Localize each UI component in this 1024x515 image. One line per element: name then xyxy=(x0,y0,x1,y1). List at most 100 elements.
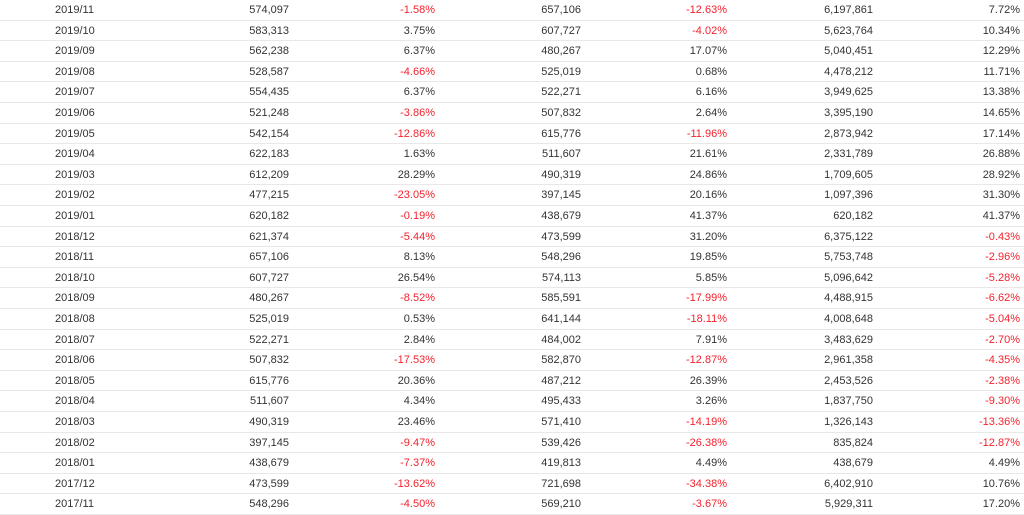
value-cell: 4.49% xyxy=(695,457,727,470)
value-cell: 2,873,942 xyxy=(824,127,873,140)
value-cell: -0.19% xyxy=(400,210,435,222)
value-cell: 3,483,629 xyxy=(824,333,873,346)
value-cell: -23.05% xyxy=(394,189,435,202)
value-cell: 23.46% xyxy=(397,416,435,428)
date-cell: 2018/11 xyxy=(55,251,94,264)
value-cell: 2,961,358 xyxy=(824,354,873,367)
value-cell: -2.96% xyxy=(985,251,1020,264)
table-row: 2018/06 507,832 -17.53% 582,870 -12.87% 2,961… xyxy=(0,350,1024,371)
value-cell: 2,331,789 xyxy=(824,148,873,161)
value-cell: 4.49% xyxy=(988,457,1020,470)
value-cell: 6,402,910 xyxy=(824,477,873,490)
value-cell: 10.76% xyxy=(982,477,1020,490)
value-cell: -26.38% xyxy=(686,436,727,449)
table-row: 2019/07 554,435 6.37% 522,271 6.16% 3,949,625… xyxy=(0,82,1024,103)
value-cell: 548,296 xyxy=(249,498,289,511)
value-cell: 4,008,648 xyxy=(824,313,873,325)
value-cell: -17.53% xyxy=(394,354,435,367)
date-cell: 2018/10 xyxy=(55,271,95,284)
value-cell: 17.14% xyxy=(982,127,1020,140)
value-cell: 607,727 xyxy=(541,24,581,37)
value-cell: 5.85% xyxy=(695,271,727,284)
table-row: 2019/05 542,154 -12.86% 615,776 -11.96% 2,873… xyxy=(0,124,1024,145)
value-cell: 6.37% xyxy=(403,45,435,58)
value-cell: 615,776 xyxy=(541,127,581,140)
value-cell: 397,145 xyxy=(249,436,289,449)
value-cell: 5,040,451 xyxy=(824,45,873,58)
value-cell: 3.26% xyxy=(695,395,727,408)
value-cell: 620,182 xyxy=(249,210,289,222)
value-cell: 397,145 xyxy=(541,189,581,202)
value-cell: 1,326,143 xyxy=(824,416,873,428)
table-row: 2019/06 521,248 -3.86% 507,832 2.64% 3,395,19… xyxy=(0,103,1024,124)
date-cell: 2019/03 xyxy=(55,168,95,181)
date-cell: 2018/03 xyxy=(55,416,95,428)
table-row: 2019/09 562,238 6.37% 480,267 17.07% 5,040,45… xyxy=(0,41,1024,62)
date-cell: 2018/02 xyxy=(55,436,95,449)
value-cell: 721,698 xyxy=(541,477,581,490)
value-cell: -3.67% xyxy=(692,498,727,511)
table-row: 2019/01 620,182 -0.19% 438,679 41.37% 620,182… xyxy=(0,206,1024,227)
value-cell: -13.36% xyxy=(979,416,1020,428)
value-cell: 525,019 xyxy=(249,313,289,325)
table-row: 2019/10 583,313 3.75% 607,727 -4.02% 5,623,76… xyxy=(0,21,1024,42)
value-cell: 539,426 xyxy=(541,436,581,449)
value-cell: 2.84% xyxy=(403,333,435,346)
value-cell: 5,929,311 xyxy=(824,498,873,511)
value-cell: 473,599 xyxy=(541,230,581,243)
value-cell: 26.54% xyxy=(397,271,435,284)
value-cell: 438,679 xyxy=(249,457,289,470)
date-cell: 2017/11 xyxy=(55,498,94,511)
table-row: 2019/03 612,209 28.29% 490,319 24.86% 1,709,6… xyxy=(0,165,1024,186)
table-row: 2018/08 525,019 0.53% 641,144 -18.11% 4,008,6… xyxy=(0,309,1024,330)
value-cell: 41.37% xyxy=(689,210,727,222)
date-cell: 2018/08 xyxy=(55,313,95,325)
value-cell: 6.16% xyxy=(695,86,727,99)
value-cell: 5,753,748 xyxy=(824,251,873,264)
value-cell: -34.38% xyxy=(686,477,727,490)
value-cell: -0.43% xyxy=(985,230,1020,243)
table-row: 2017/11 548,296 -4.50% 569,210 -3.67% 5,929,3… xyxy=(0,494,1024,515)
value-cell: -5.28% xyxy=(985,271,1020,284)
value-cell: 14.65% xyxy=(982,107,1020,119)
value-cell: 562,238 xyxy=(249,45,289,58)
date-cell: 2018/05 xyxy=(55,374,95,387)
date-cell: 2019/07 xyxy=(55,86,95,99)
value-cell: 6,197,861 xyxy=(824,4,873,16)
value-cell: 5,096,642 xyxy=(824,271,873,284)
value-cell: 528,587 xyxy=(249,65,289,78)
value-cell: 612,209 xyxy=(249,168,289,181)
value-cell: 4,488,915 xyxy=(824,292,873,305)
table-row: 2018/11 657,106 8.13% 548,296 19.85% 5,753,74… xyxy=(0,247,1024,268)
value-cell: -13.62% xyxy=(394,477,435,490)
value-cell: 8.13% xyxy=(403,251,435,264)
value-cell: -5.04% xyxy=(985,313,1020,325)
value-cell: 620,182 xyxy=(833,210,873,222)
value-cell: -4.02% xyxy=(692,24,727,37)
value-cell: 5,623,764 xyxy=(824,24,873,37)
value-cell: 574,097 xyxy=(249,4,289,16)
value-cell: 657,106 xyxy=(541,4,581,16)
date-cell: 2019/06 xyxy=(55,107,95,119)
value-cell: 495,433 xyxy=(541,395,581,408)
value-cell: 522,271 xyxy=(541,86,581,99)
value-cell: -12.87% xyxy=(686,354,727,367)
value-cell: 511,607 xyxy=(542,148,581,161)
value-cell: -11.96% xyxy=(686,127,727,140)
value-cell: -3.86% xyxy=(400,107,435,119)
value-cell: 26.88% xyxy=(982,148,1020,161)
value-cell: 582,870 xyxy=(541,354,581,367)
value-cell: 569,210 xyxy=(541,498,581,511)
value-cell: -4.35% xyxy=(985,354,1020,367)
value-cell: 26.39% xyxy=(689,374,727,387)
table-row: 2018/10 607,727 26.54% 574,113 5.85% 5,096,64… xyxy=(0,268,1024,289)
value-cell: 2,453,526 xyxy=(824,374,873,387)
value-cell: 480,267 xyxy=(249,292,289,305)
value-cell: 7.72% xyxy=(988,4,1020,16)
value-cell: 438,679 xyxy=(833,457,873,470)
date-cell: 2019/01 xyxy=(55,210,95,222)
value-cell: 3,949,625 xyxy=(824,86,873,99)
value-cell: 17.20% xyxy=(982,498,1020,511)
value-cell: 7.91% xyxy=(695,333,727,346)
